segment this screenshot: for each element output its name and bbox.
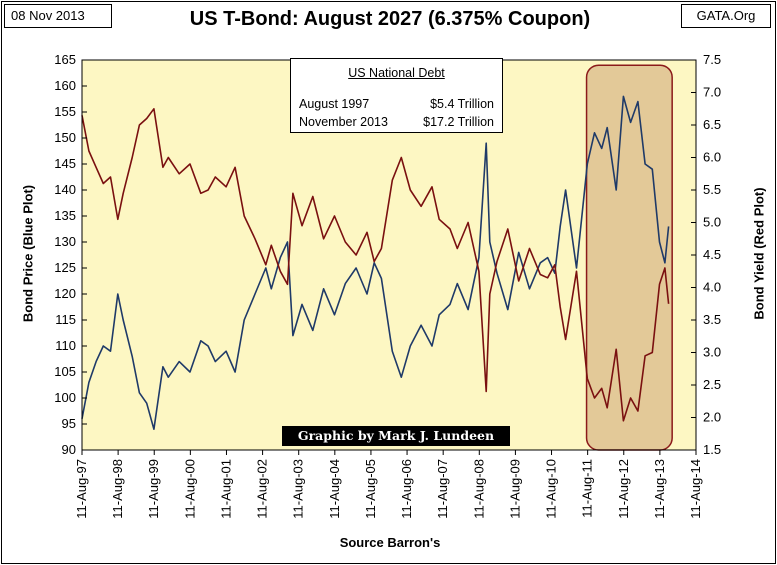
y-right-tick-label: 7.0: [703, 85, 721, 100]
y-left-tick-label: 130: [54, 234, 76, 249]
x-tick-label: 11-Aug-00: [182, 459, 197, 519]
info-box-row: August 1997 $5.4 Trillion: [299, 97, 494, 113]
x-tick-label: 11-Aug-04: [327, 459, 342, 519]
y-axis-left-label: Bond Price (Blue Plot): [20, 184, 36, 323]
y-left-tick-label: 150: [54, 130, 76, 145]
x-axis-label: Source Barron's: [339, 535, 441, 550]
y-left-tick-label: 105: [54, 364, 76, 379]
x-tick-label: 11-Aug-08: [471, 459, 486, 519]
x-tick-label: 11-Aug-12: [616, 459, 631, 519]
x-tick-label: 11-Aug-07: [435, 459, 450, 519]
y-left-tick-label: 145: [54, 156, 76, 171]
y-left-tick-label: 155: [54, 104, 76, 119]
y-left-tick-label: 140: [54, 182, 76, 197]
y-right-tick-label: 2.0: [703, 410, 721, 425]
y-right-tick-label: 5.0: [703, 215, 721, 230]
y-left-tick-label: 125: [54, 260, 76, 275]
x-tick-label: 11-Aug-99: [146, 459, 161, 519]
y-right-tick-label: 6.0: [703, 150, 721, 165]
y-right-tick-label: 6.5: [703, 117, 721, 132]
y-left-tick-label: 95: [62, 416, 76, 431]
y-right-tick-label: 1.5: [703, 442, 721, 457]
y-left-tick-label: 115: [55, 312, 76, 327]
credit-banner: Graphic by Mark J. Lundeen: [282, 426, 510, 446]
y-left-tick-label: 165: [54, 52, 76, 67]
info-box-row: November 2013 $17.2 Trillion: [299, 115, 494, 131]
chart-title: US T-Bond: August 2027 (6.375% Coupon): [189, 8, 591, 30]
x-tick-label: 11-Aug-05: [363, 459, 378, 519]
y-right-tick-label: 5.5: [703, 182, 721, 197]
y-left-tick-label: 110: [55, 338, 76, 353]
x-tick-label: 11-Aug-03: [291, 459, 306, 519]
x-tick-label: 11-Aug-02: [255, 459, 270, 519]
y-left-tick-label: 135: [54, 208, 76, 223]
y-right-tick-label: 4.0: [703, 280, 721, 295]
info-row-label: November 2013: [299, 115, 388, 129]
info-box-title: US National Debt: [348, 66, 445, 80]
y-left-tick-label: 160: [54, 78, 76, 93]
x-tick-label: 11-Aug-09: [507, 459, 522, 519]
x-tick-label: 11-Aug-97: [74, 459, 89, 519]
x-tick-label: 11-Aug-14: [688, 459, 703, 519]
y-right-tick-label: 4.5: [703, 247, 721, 262]
x-tick-label: 11-Aug-01: [218, 459, 233, 519]
info-row-value: $5.4 Trillion: [430, 97, 494, 111]
bond-price-line: [81, 95, 670, 431]
x-tick-label: 11-Aug-11: [580, 459, 595, 518]
info-row-value: $17.2 Trillion: [423, 115, 494, 129]
y-right-tick-label: 7.5: [703, 52, 721, 67]
x-tick-label: 11-Aug-10: [544, 459, 559, 519]
x-tick-label: 11-Aug-98: [110, 459, 125, 519]
y-left-tick-label: 100: [54, 390, 76, 405]
info-row-label: August 1997: [299, 97, 370, 111]
y-axis-right-label: Bond Yield (Red Plot): [751, 187, 767, 320]
y-left-tick-label: 90: [62, 442, 76, 457]
y-left-tick-label: 120: [54, 286, 76, 301]
source-label: GATA.Org: [681, 4, 771, 28]
y-right-tick-label: 2.5: [703, 377, 721, 392]
y-right-tick-label: 3.5: [703, 312, 721, 327]
x-tick-label: 11-Aug-13: [652, 459, 667, 519]
bond-yield-line: [81, 108, 670, 422]
date-label: 08 Nov 2013: [4, 4, 112, 28]
national-debt-info-box: US National Debt August 1997 $5.4 Trilli…: [290, 58, 503, 133]
y-right-tick-label: 3.0: [703, 345, 721, 360]
x-tick-label: 11-Aug-06: [399, 459, 414, 519]
